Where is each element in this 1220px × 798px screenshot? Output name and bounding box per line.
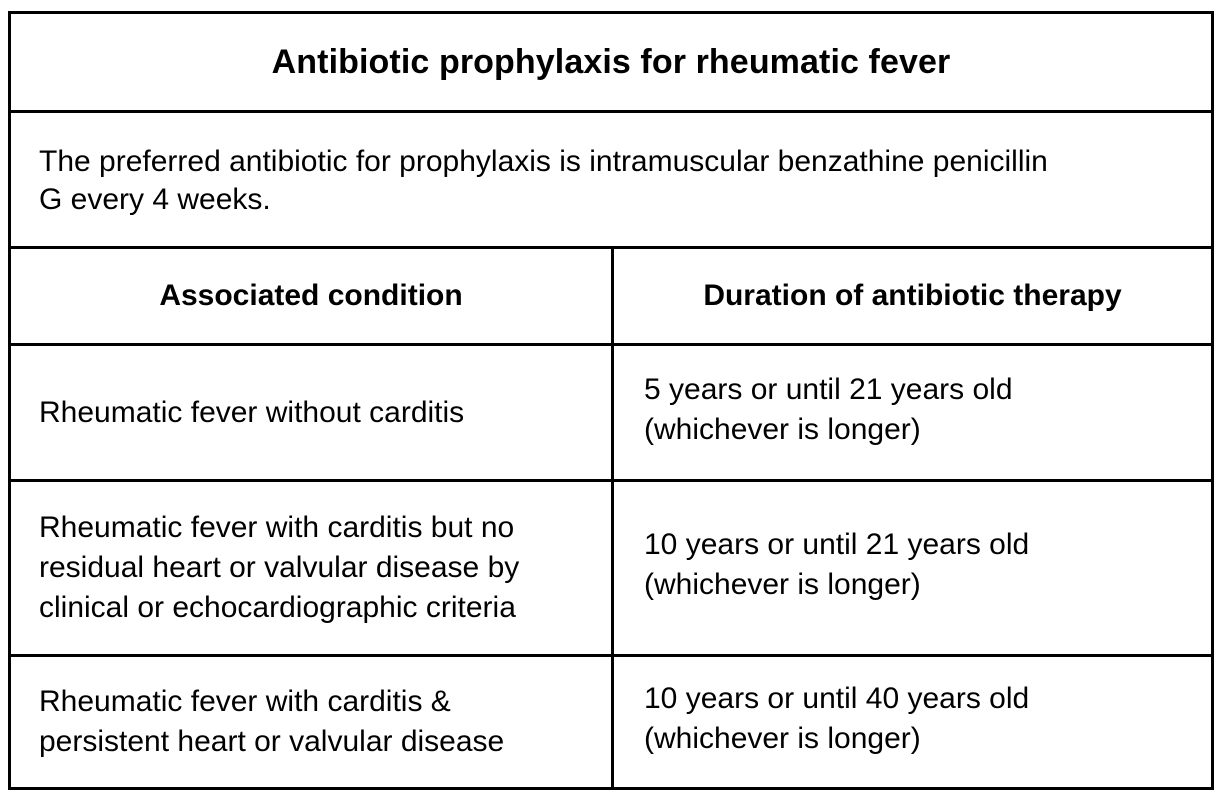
prophylaxis-table: Antibiotic prophylaxis for rheumatic fev… [8,11,1214,790]
duration-cell: 10 years or until 21 years old (whicheve… [614,482,1211,654]
table-note-row: The preferred antibiotic for prophylaxis… [11,113,1211,249]
table-row: Rheumatic fever with carditis but no res… [11,482,1211,657]
header-cell-duration: Duration of antibiotic therapy [614,249,1211,343]
header-cell-condition: Associated condition [11,249,614,343]
duration-text: 5 years or until 21 years old (whichever… [644,372,1013,446]
duration-cell: 5 years or until 21 years old (whichever… [614,346,1211,479]
table-note: The preferred antibiotic for prophylaxis… [39,145,1048,216]
table-title: Antibiotic prophylaxis for rheumatic fev… [271,42,951,81]
condition-text: Rheumatic fever without carditis [39,395,465,429]
duration-text: 10 years or until 40 years old (whicheve… [644,682,1030,755]
table-row: Rheumatic fever with carditis & persiste… [11,657,1211,787]
condition-cell: Rheumatic fever without carditis [11,346,614,479]
duration-cell: 10 years or until 40 years old (whicheve… [614,657,1211,787]
header-duration-label: Duration of antibiotic therapy [703,279,1122,312]
condition-text: Rheumatic fever with carditis but no res… [39,511,520,624]
condition-cell: Rheumatic fever with carditis but no res… [11,482,614,654]
header-condition-label: Associated condition [159,279,463,312]
table-header-row: Associated condition Duration of antibio… [11,249,1211,346]
table-title-row: Antibiotic prophylaxis for rheumatic fev… [11,14,1211,113]
duration-text: 10 years or until 21 years old (whicheve… [644,528,1030,601]
table-row: Rheumatic fever without carditis 5 years… [11,346,1211,482]
condition-cell: Rheumatic fever with carditis & persiste… [11,657,614,787]
condition-text: Rheumatic fever with carditis & persiste… [39,685,505,758]
